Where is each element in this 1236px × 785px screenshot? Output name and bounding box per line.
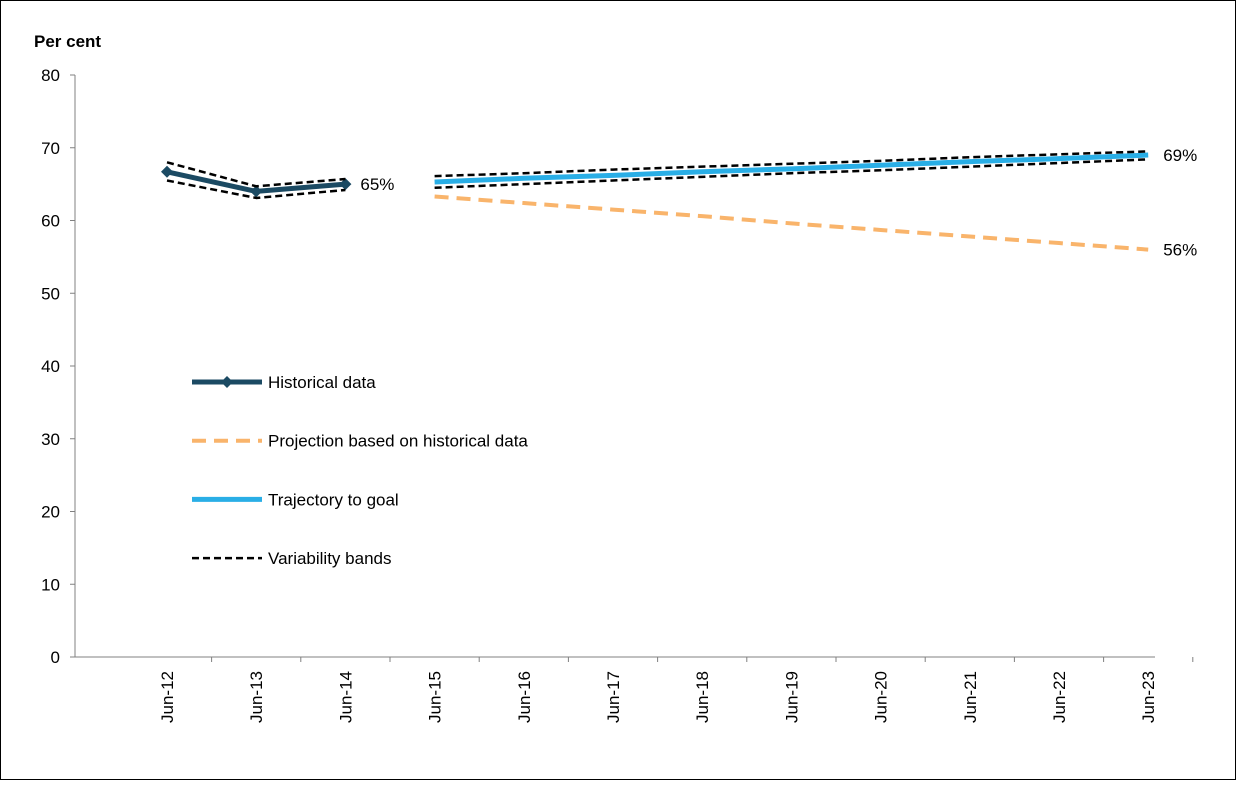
x-tick-label: Jun-17: [604, 671, 623, 723]
y-tick-label: 0: [51, 648, 60, 667]
series-line: [434, 158, 1149, 190]
legend-marker: [221, 376, 233, 388]
y-tick-label: 10: [41, 575, 60, 594]
x-tick-label: Jun-14: [336, 671, 355, 723]
x-tick-label: Jun-23: [1139, 671, 1158, 723]
data-label: 56%: [1163, 241, 1197, 260]
series-line: [434, 150, 1149, 178]
legend-label: Historical data: [268, 373, 376, 392]
data-label: 65%: [360, 175, 394, 194]
x-tick-label: Jun-20: [872, 671, 891, 723]
series-line: [434, 194, 1149, 252]
x-tick-label: Jun-21: [961, 671, 980, 723]
x-tick-label: Jun-19: [782, 671, 801, 723]
y-tick-label: 30: [41, 430, 60, 449]
y-tick-label: 20: [41, 503, 60, 522]
data-label: 69%: [1163, 146, 1197, 165]
y-axis-title: Per cent: [34, 32, 101, 51]
x-tick-label: Jun-22: [1050, 671, 1069, 723]
legend-label: Variability bands: [268, 549, 391, 568]
y-tick-label: 70: [41, 139, 60, 158]
y-tick-label: 60: [41, 212, 60, 231]
x-tick-label: Jun-18: [693, 671, 712, 723]
marker: [250, 185, 263, 198]
legend-label: Projection based on historical data: [268, 432, 528, 451]
y-tick-label: 50: [41, 284, 60, 303]
series-line: [434, 152, 1149, 185]
y-tick-label: 80: [41, 66, 60, 85]
marker: [161, 165, 173, 178]
marker: [339, 178, 352, 191]
y-tick-label: 40: [41, 357, 60, 376]
series-line: [166, 161, 346, 188]
x-tick-label: Jun-13: [247, 671, 266, 723]
x-tick-label: Jun-16: [515, 671, 534, 723]
series-line: [166, 179, 346, 200]
legend-label: Trajectory to goal: [268, 490, 399, 509]
x-tick-label: Jun-15: [426, 671, 445, 723]
x-tick-label: Jun-12: [158, 671, 177, 723]
